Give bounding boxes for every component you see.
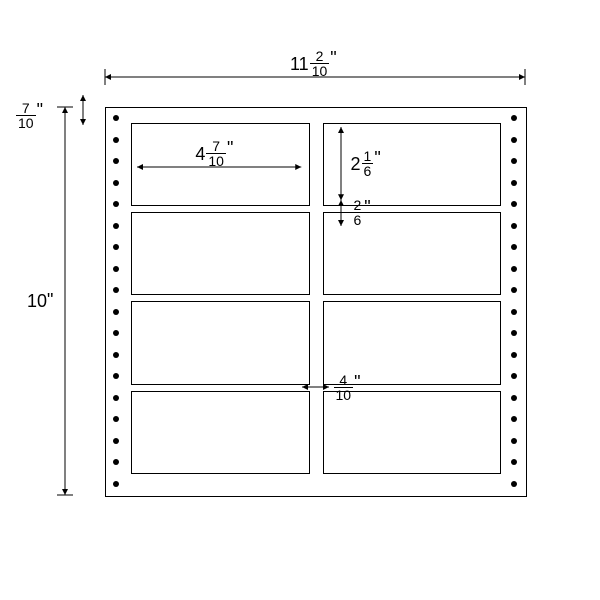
tractor-hole: [511, 158, 517, 164]
dim-col-gap: 410": [333, 373, 361, 402]
dim-row-gap: 26": [351, 198, 371, 227]
tractor-hole: [113, 180, 119, 186]
dim-top-margin: 710": [15, 101, 43, 130]
tractor-hole: [113, 158, 119, 164]
tractor-hole: [511, 266, 517, 272]
tractor-hole: [113, 137, 119, 143]
label-cell: [131, 391, 309, 474]
dim-total-height: 10": [27, 291, 53, 310]
dim-cell-width: 4710": [195, 139, 233, 168]
label-cell: [323, 212, 501, 295]
tractor-hole: [511, 309, 517, 315]
tractor-hole: [511, 395, 517, 401]
tractor-hole: [511, 115, 517, 121]
tractor-hole: [113, 115, 119, 121]
tractor-hole: [113, 266, 119, 272]
tractor-hole: [113, 438, 119, 444]
tractor-hole: [113, 481, 119, 487]
label-cell: [323, 123, 501, 206]
label-cell: [323, 391, 501, 474]
label-cell: [131, 212, 309, 295]
tractor-hole: [511, 352, 517, 358]
tractor-hole: [113, 309, 119, 315]
tractor-hole: [511, 481, 517, 487]
tractor-hole: [113, 352, 119, 358]
tractor-hole: [511, 438, 517, 444]
tractor-hole: [511, 137, 517, 143]
diagram-stage: 11210" 10" 710" 4710" 216" 26" 410": [0, 0, 600, 600]
tractor-hole: [113, 223, 119, 229]
dim-total-width: 11210": [290, 49, 337, 78]
dim-cell-height: 216": [351, 149, 381, 178]
tractor-hole: [511, 180, 517, 186]
tractor-hole: [511, 223, 517, 229]
tractor-hole: [113, 395, 119, 401]
label-cell: [131, 301, 309, 384]
